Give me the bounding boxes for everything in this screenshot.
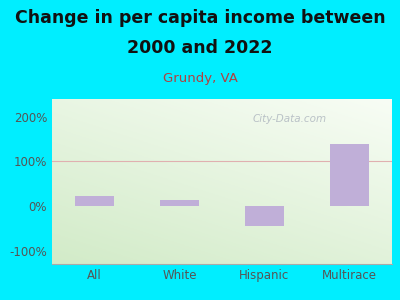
Bar	[75, 196, 114, 206]
Text: Grundy, VA: Grundy, VA	[162, 72, 238, 85]
Text: Change in per capita income between: Change in per capita income between	[15, 9, 385, 27]
Bar	[330, 145, 369, 206]
Bar	[245, 206, 284, 226]
Text: 2000 and 2022: 2000 and 2022	[127, 39, 273, 57]
Bar	[160, 200, 199, 206]
Text: City-Data.com: City-Data.com	[253, 114, 327, 124]
